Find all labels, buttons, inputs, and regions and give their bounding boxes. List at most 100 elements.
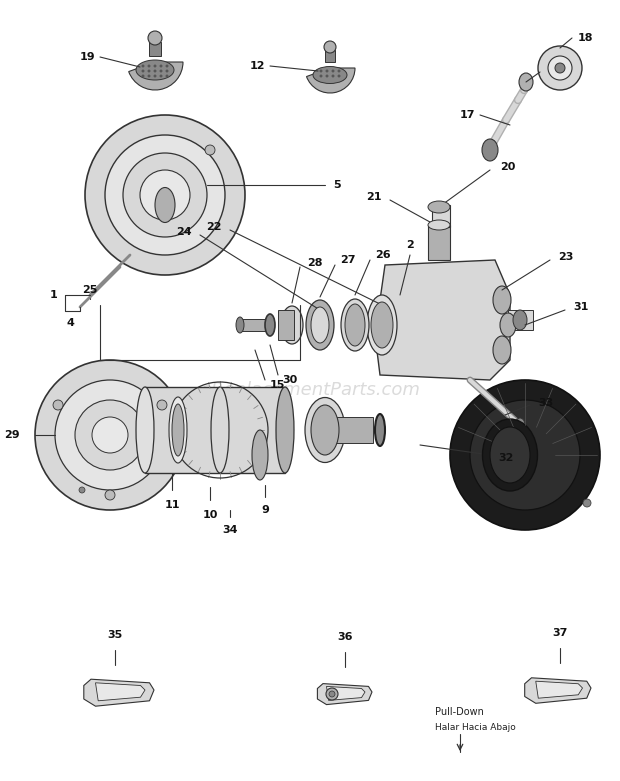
Ellipse shape — [306, 300, 334, 350]
Circle shape — [55, 380, 165, 490]
Circle shape — [166, 65, 168, 67]
Text: 32: 32 — [498, 453, 513, 463]
Circle shape — [326, 75, 328, 77]
Ellipse shape — [482, 419, 538, 491]
Ellipse shape — [155, 187, 175, 223]
Circle shape — [85, 115, 245, 275]
Ellipse shape — [276, 387, 294, 473]
Circle shape — [160, 70, 162, 72]
Circle shape — [166, 70, 168, 72]
Polygon shape — [95, 683, 145, 701]
Ellipse shape — [428, 220, 450, 230]
Wedge shape — [306, 68, 355, 93]
Bar — [508, 310, 533, 330]
Text: 29: 29 — [4, 430, 20, 440]
Circle shape — [470, 400, 580, 510]
Ellipse shape — [265, 314, 275, 336]
Circle shape — [79, 487, 85, 493]
Text: 30: 30 — [282, 375, 297, 385]
Polygon shape — [84, 679, 154, 706]
Circle shape — [583, 499, 591, 507]
Ellipse shape — [482, 139, 498, 161]
Circle shape — [142, 65, 144, 67]
Circle shape — [555, 63, 565, 73]
Circle shape — [160, 75, 162, 77]
Ellipse shape — [311, 307, 329, 343]
Text: 31: 31 — [573, 302, 588, 312]
Text: Pull-Down: Pull-Down — [435, 707, 484, 717]
Text: 15: 15 — [270, 380, 285, 390]
Ellipse shape — [493, 286, 511, 314]
Text: 26: 26 — [375, 250, 391, 260]
Circle shape — [53, 400, 63, 410]
Text: 5: 5 — [333, 180, 340, 190]
Ellipse shape — [490, 427, 530, 483]
Ellipse shape — [513, 310, 527, 330]
Ellipse shape — [211, 387, 229, 473]
Text: 25: 25 — [82, 285, 98, 295]
Circle shape — [326, 688, 338, 700]
Circle shape — [338, 70, 340, 72]
Bar — [325, 50, 335, 62]
Text: 34: 34 — [222, 525, 237, 535]
Ellipse shape — [281, 306, 303, 344]
Ellipse shape — [500, 313, 516, 337]
Ellipse shape — [493, 336, 511, 364]
Ellipse shape — [169, 397, 187, 463]
Ellipse shape — [345, 304, 365, 346]
Circle shape — [142, 70, 144, 72]
Text: 36: 36 — [337, 632, 353, 642]
Ellipse shape — [375, 414, 385, 446]
Circle shape — [140, 170, 190, 220]
Circle shape — [538, 46, 582, 90]
Circle shape — [148, 65, 150, 67]
Bar — [432, 205, 450, 227]
Text: 2: 2 — [406, 240, 414, 250]
Circle shape — [142, 75, 144, 77]
Circle shape — [154, 65, 156, 67]
Ellipse shape — [371, 302, 393, 348]
Circle shape — [332, 70, 334, 72]
Polygon shape — [525, 678, 591, 704]
Circle shape — [320, 70, 322, 72]
Text: 23: 23 — [558, 252, 574, 262]
Text: 22: 22 — [206, 222, 222, 232]
Polygon shape — [145, 387, 285, 473]
Circle shape — [154, 75, 156, 77]
Ellipse shape — [341, 299, 369, 351]
Text: 11: 11 — [164, 500, 180, 510]
Text: 27: 27 — [340, 255, 355, 265]
Ellipse shape — [367, 295, 397, 355]
Circle shape — [92, 417, 128, 453]
Wedge shape — [129, 62, 183, 90]
Circle shape — [148, 75, 150, 77]
Circle shape — [75, 400, 145, 470]
Polygon shape — [317, 683, 372, 704]
Circle shape — [157, 400, 167, 410]
Ellipse shape — [519, 73, 533, 91]
Circle shape — [548, 56, 572, 80]
Bar — [278, 310, 294, 340]
Bar — [240, 319, 270, 331]
Text: 28: 28 — [307, 258, 322, 268]
Circle shape — [332, 75, 334, 77]
Ellipse shape — [428, 201, 450, 213]
Circle shape — [205, 145, 215, 155]
Text: 24: 24 — [176, 227, 192, 237]
Ellipse shape — [172, 404, 184, 456]
Polygon shape — [327, 686, 365, 701]
Circle shape — [166, 75, 168, 77]
Text: 19: 19 — [79, 52, 95, 62]
Ellipse shape — [252, 430, 268, 480]
Text: 17: 17 — [459, 110, 475, 120]
Circle shape — [320, 75, 322, 77]
Circle shape — [123, 153, 207, 237]
Bar — [328, 417, 373, 443]
Ellipse shape — [515, 418, 525, 432]
Circle shape — [326, 70, 328, 72]
Text: 18: 18 — [578, 33, 593, 43]
Circle shape — [329, 691, 335, 697]
Ellipse shape — [136, 387, 154, 473]
Circle shape — [105, 490, 115, 500]
Text: 1: 1 — [49, 290, 57, 300]
